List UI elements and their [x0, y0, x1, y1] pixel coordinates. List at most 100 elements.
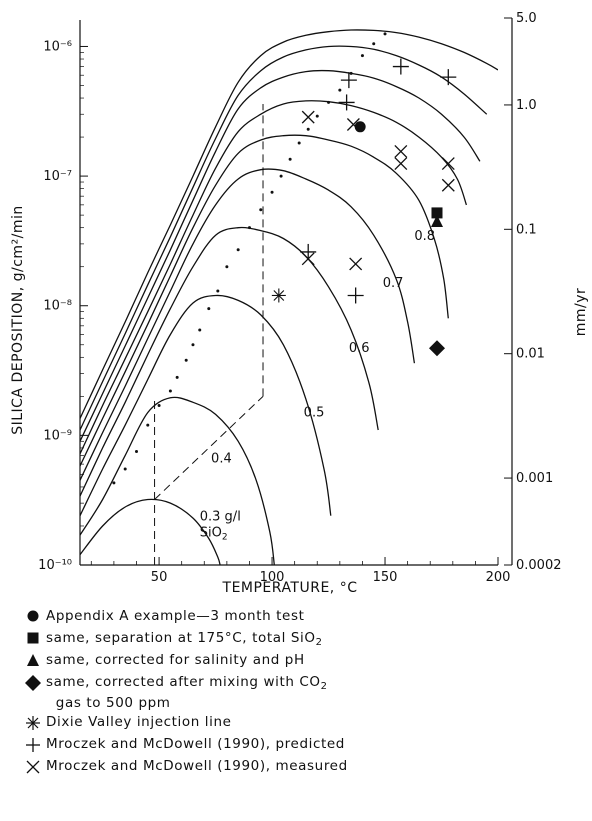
- curve-label: 0.5: [304, 405, 325, 420]
- dotted-line-dot: [349, 71, 353, 75]
- corrected-salinity-marker: [430, 215, 443, 228]
- measured-marker: [394, 157, 408, 170]
- dashed-guide-line: [154, 395, 264, 500]
- dotted-line-dot: [123, 467, 127, 471]
- deposition-curve: [80, 498, 221, 565]
- dotted-line-dot: [259, 208, 263, 212]
- x-tick-label: 150: [373, 570, 398, 585]
- y-axis-title: SILICA DEPOSITION, g/cm²/min: [10, 205, 26, 435]
- dotted-line-dot: [146, 423, 150, 427]
- y2-tick-label: 0.0002: [516, 558, 562, 573]
- dotted-line-dot: [236, 248, 240, 252]
- legend-item-appendix-a: Appendix A example—3 month test: [20, 608, 580, 630]
- predicted-marker: [338, 94, 355, 111]
- x-tick-label: 200: [486, 570, 511, 585]
- deposition-curve: [80, 134, 449, 467]
- dotted-line-dot: [225, 265, 229, 269]
- dotted-line-dot: [372, 42, 376, 46]
- data-markers: [271, 58, 457, 357]
- dotted-line-dot: [134, 450, 138, 454]
- dotted-line-dot: [198, 328, 202, 332]
- legend-item-separation: same, separation at 175°C, total SiO2: [20, 630, 580, 652]
- deposition-curve: [80, 45, 488, 431]
- y2-tick-label: 1.0: [516, 98, 537, 113]
- legend: Appendix A example—3 month test same, se…: [20, 608, 580, 780]
- measured-marker: [394, 144, 408, 158]
- legend-label: Dixie Valley injection line: [46, 714, 232, 730]
- square-marker-icon: [20, 630, 46, 645]
- deposition-curve: [80, 100, 468, 455]
- y-tick-label: 10⁻⁸: [43, 299, 72, 314]
- curve-label: 0.8: [414, 229, 435, 244]
- asterisk-marker-icon: [20, 714, 46, 731]
- dotted-line-dot: [112, 481, 116, 485]
- y2-tick-label: 0.001: [516, 471, 553, 486]
- measured-marker: [349, 257, 363, 271]
- legend-label: Mroczek and McDowell (1990), predicted: [46, 736, 345, 752]
- dotted-line-dot: [288, 157, 292, 161]
- measured-marker: [301, 110, 315, 124]
- measured-marker: [346, 118, 360, 131]
- legend-label: same, corrected for salinity and pH: [46, 652, 305, 668]
- y-tick-label: 10⁻⁶: [43, 39, 72, 54]
- curve-label: 0.3 g/l: [200, 510, 241, 525]
- y-tick-label: 10⁻⁷: [43, 169, 72, 184]
- deposition-curve: [80, 168, 416, 481]
- dotted-line-dot: [338, 88, 342, 92]
- deposition-curve: [80, 29, 498, 419]
- legend-label: Appendix A example—3 month test: [46, 608, 305, 624]
- legend-label: same, corrected after mixing with CO2 ga…: [46, 674, 328, 711]
- guide-lines: [112, 32, 387, 565]
- cross-marker-icon: [20, 758, 46, 775]
- measured-marker: [441, 157, 455, 170]
- dotted-line-dot: [191, 343, 195, 347]
- curve-label: SiO2: [200, 526, 228, 543]
- triangle-marker-icon: [20, 652, 46, 667]
- legend-item-corrected-co2: same, corrected after mixing with CO2 ga…: [20, 674, 580, 714]
- plus-marker-icon: [20, 736, 46, 753]
- deposition-curves: [80, 29, 498, 565]
- y2-axis-title: mm/yr: [573, 288, 589, 337]
- dotted-line-dot: [216, 289, 220, 293]
- corrected-co2-marker: [428, 340, 445, 357]
- separation-marker: [431, 207, 443, 219]
- y2-tick-label: 0.1: [516, 222, 537, 237]
- legend-item-measured: Mroczek and McDowell (1990), measured: [20, 758, 580, 780]
- dotted-line-dot: [157, 403, 161, 407]
- legend-label: same, separation at 175°C, total SiO2: [46, 630, 323, 648]
- dotted-line-dot: [383, 32, 387, 36]
- dotted-line-dot: [306, 127, 310, 131]
- dotted-line-dot: [175, 375, 179, 379]
- deposition-curve: [80, 294, 332, 516]
- dotted-line-dot: [247, 226, 251, 230]
- dotted-line-dot: [279, 174, 283, 178]
- circle-marker-icon: [20, 608, 46, 623]
- y2-tick-label: 0.01: [516, 347, 545, 362]
- legend-item-predicted: Mroczek and McDowell (1990), predicted: [20, 736, 580, 758]
- predicted-marker: [347, 287, 364, 304]
- deposition-curve: [80, 226, 379, 497]
- diamond-marker-icon: [20, 674, 46, 691]
- dotted-line-dot: [168, 389, 172, 393]
- dotted-line-dot: [184, 358, 188, 362]
- axes: 50 100 150 200 10⁻¹⁰ 10⁻⁹ 10⁻⁸ 10⁻⁷ 10⁻⁶ 5.0 1.0 0.…: [38, 11, 561, 585]
- predicted-marker: [340, 72, 357, 89]
- dotted-line-dot: [360, 54, 364, 58]
- deposition-curve: [80, 69, 481, 442]
- x-axis-title: TEMPERATURE, °C: [222, 580, 358, 596]
- silica-deposition-chart: 50 100 150 200 10⁻¹⁰ 10⁻⁹ 10⁻⁸ 10⁻⁷ 10⁻⁶ 5.0 1.0 0.…: [10, 11, 589, 596]
- legend-item-dixie-valley: Dixie Valley injection line: [20, 714, 580, 736]
- x-tick-label: 100: [260, 570, 285, 585]
- y-tick-label: 10⁻⁹: [43, 428, 72, 443]
- curve-label: 0.7: [383, 276, 404, 291]
- dixie-valley-marker: [271, 288, 286, 303]
- measured-marker: [441, 178, 455, 192]
- predicted-marker: [440, 69, 457, 86]
- measured-marker: [301, 252, 315, 266]
- dotted-line-dot: [315, 114, 319, 118]
- legend-item-corrected-salinity: same, corrected for salinity and pH: [20, 652, 580, 674]
- y2-tick-label: 5.0: [516, 11, 537, 26]
- appendix-a-marker: [354, 121, 366, 133]
- dotted-line-dot: [207, 307, 211, 311]
